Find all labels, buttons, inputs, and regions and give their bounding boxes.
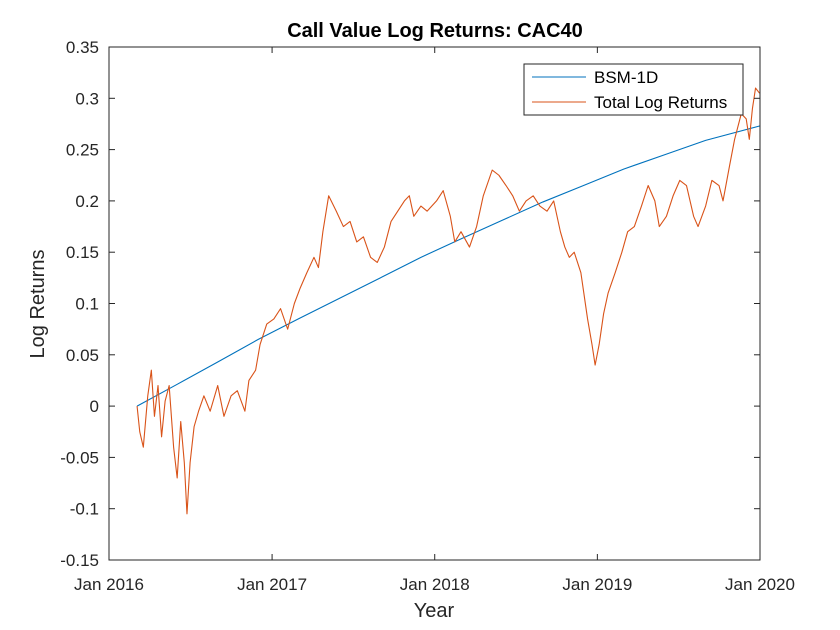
y-tick-label: 0 <box>90 397 99 416</box>
series-line-1 <box>136 125 760 407</box>
x-tick-label: Jan 2019 <box>562 575 632 594</box>
y-axis-label: Log Returns <box>27 250 49 359</box>
legend-box <box>523 63 744 116</box>
x-axis-label: Year <box>414 600 455 622</box>
y-tick-label: 0.05 <box>66 346 99 365</box>
y-tick-label: 0.2 <box>75 192 99 211</box>
x-tick-label: Jan 2018 <box>400 575 470 594</box>
y-tick-label: -0.1 <box>70 500 99 519</box>
series-line-2 <box>136 87 760 515</box>
x-tick-label: Jan 2020 <box>725 575 795 594</box>
x-tick-label: Jan 2017 <box>237 575 307 594</box>
y-tick-label: 0.15 <box>66 243 99 262</box>
y-tick-label: 0.25 <box>66 141 99 160</box>
legend-label-1: BSM-1D <box>594 68 658 87</box>
chart-title: Call Value Log Returns: CAC40 <box>287 20 583 42</box>
y-tick-label: 0.1 <box>75 295 99 314</box>
y-tick-label: -0.05 <box>60 448 99 467</box>
legend-label-2: Total Log Returns <box>594 93 727 112</box>
legend: BSM-1D Total Log Returns <box>523 63 744 116</box>
plot-area <box>136 87 760 515</box>
axes: -0.15 -0.1 -0.05 0 0.05 0.1 0.15 0.2 0.25 0.3 0.35… <box>60 38 795 594</box>
y-tick-label: 0.35 <box>66 38 99 57</box>
x-tick-label: Jan 2016 <box>74 575 144 594</box>
y-tick-label: -0.15 <box>60 551 99 570</box>
y-tick-label: 0.3 <box>75 89 99 108</box>
